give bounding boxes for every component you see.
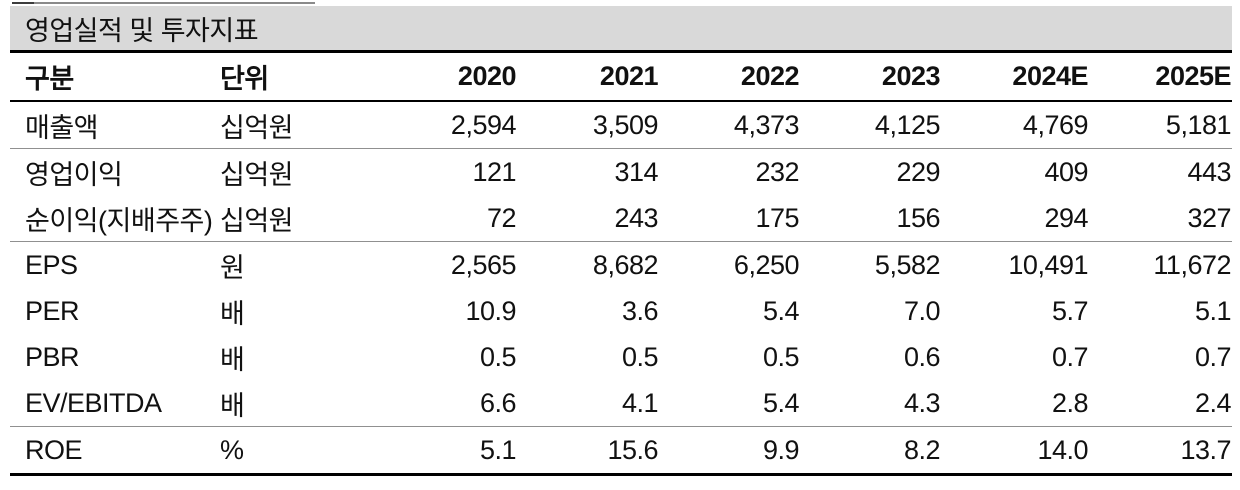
table-row: 순이익(지배주주) 십억원 72 243 175 156 294 327 xyxy=(10,195,1232,242)
row-value: 4,769 xyxy=(1022,109,1089,140)
row-value: 3,509 xyxy=(592,109,659,140)
row-value: 7.0 xyxy=(903,295,941,326)
row-value: 3.6 xyxy=(621,295,659,326)
table-row: ROE% 5.1 15.6 9.9 8.2 14.0 13.7 xyxy=(10,426,1232,476)
table-header: 구분 단위 2020 2021 2022 2023 2024E 2025E xyxy=(10,53,1232,102)
row-unit: 십억원 xyxy=(220,112,294,143)
row-value: 0.5 xyxy=(762,341,800,372)
column-header-unit: 단위 xyxy=(220,53,370,102)
table-title: 영업실적 및 투자지표 xyxy=(25,15,259,46)
table-row: 매출액 십억원 2,594 3,509 4,373 4,125 4,769 5,181 xyxy=(10,101,1232,149)
table-row: EV/EBITDA 배 6.6 4.1 5.4 4.3 2.8 2.4 xyxy=(10,380,1232,427)
row-unit: 배 xyxy=(220,344,245,375)
row-value: 5,582 xyxy=(800,241,941,288)
row-value: 2,565 xyxy=(370,241,517,288)
row-value: 5.4 xyxy=(762,387,800,418)
row-value: 5.7 xyxy=(1051,295,1089,326)
row-value: 11,672 xyxy=(1089,241,1232,288)
table-row: PER 배 10.9 3.6 5.4 7.0 5.7 5.1 xyxy=(10,288,1232,334)
row-value: 409 xyxy=(941,148,1089,195)
row-value: 6.6 xyxy=(479,387,517,418)
row-label: PBR xyxy=(25,341,80,372)
row-value: 4.1 xyxy=(621,387,659,418)
row-unit: 원 xyxy=(220,241,370,288)
row-value: 294 xyxy=(1044,202,1088,233)
row-value: 72 xyxy=(486,202,517,233)
row-value: 0.7 xyxy=(1194,341,1232,372)
row-label: 영업이익 xyxy=(10,148,220,195)
row-value: 229 xyxy=(800,148,941,195)
artifact-dark-segment xyxy=(12,2,34,4)
row-value: 443 xyxy=(1089,148,1232,195)
row-value: 0.7 xyxy=(1051,341,1089,372)
row-label: PER xyxy=(25,295,80,326)
row-label: EV/EBITDA xyxy=(25,387,162,418)
row-value: 175 xyxy=(755,202,799,233)
row-unit: 배 xyxy=(220,298,245,329)
row-value: 10.9 xyxy=(465,295,516,326)
table-body: 매출액 십억원 2,594 3,509 4,373 4,125 4,769 5,181 영업이익… xyxy=(10,101,1232,476)
row-value: 121 xyxy=(370,148,517,195)
table-row: 영업이익 십억원 121 314 232 229 409 443 xyxy=(10,148,1232,195)
column-header-2021: 2021 xyxy=(517,53,659,102)
column-header-2024e: 2024E xyxy=(941,53,1089,102)
column-header-2025e: 2025E xyxy=(1089,53,1232,102)
table-header-row: 구분 단위 2020 2021 2022 2023 2024E 2025E xyxy=(10,53,1232,102)
row-unit: 십억원 xyxy=(220,148,370,195)
column-header-2020: 2020 xyxy=(370,53,517,102)
row-value: 14.0 xyxy=(941,426,1089,476)
row-value: 5.1 xyxy=(370,426,517,476)
row-label: EPS xyxy=(10,241,220,288)
row-value: 6,250 xyxy=(659,241,800,288)
row-value: 4.3 xyxy=(903,387,941,418)
row-value: 8,682 xyxy=(517,241,659,288)
row-value: 5,181 xyxy=(1165,109,1232,140)
row-value: 243 xyxy=(614,202,658,233)
column-header-2022: 2022 xyxy=(659,53,800,102)
row-unit: % xyxy=(220,426,370,476)
row-value: 2.8 xyxy=(1051,387,1089,418)
row-value: 327 xyxy=(1187,202,1231,233)
table-row: PBR 배 0.5 0.5 0.5 0.6 0.7 0.7 xyxy=(10,334,1232,380)
row-value: 0.5 xyxy=(479,341,517,372)
row-value: 8.2 xyxy=(800,426,941,476)
row-label: ROE xyxy=(10,426,220,476)
row-value: 5.1 xyxy=(1194,295,1232,326)
cropped-content-artifact xyxy=(12,2,315,4)
row-value: 15.6 xyxy=(517,426,659,476)
row-value: 232 xyxy=(659,148,800,195)
column-header-2023: 2023 xyxy=(800,53,941,102)
table-row: EPS 원 2,565 8,682 6,250 5,582 10,491 11,672 xyxy=(10,241,1232,288)
row-value: 0.6 xyxy=(903,341,941,372)
column-header-category: 구분 xyxy=(10,53,220,102)
row-unit: 배 xyxy=(220,390,245,421)
row-value: 9.9 xyxy=(659,426,800,476)
table-title-bar: 영업실적 및 투자지표 xyxy=(10,6,1232,53)
row-value: 5.4 xyxy=(762,295,800,326)
row-value: 156 xyxy=(896,202,940,233)
row-value: 10,491 xyxy=(941,241,1089,288)
row-value: 0.5 xyxy=(621,341,659,372)
row-label: 순이익(지배주주) xyxy=(25,205,213,236)
row-value: 4,373 xyxy=(733,109,800,140)
row-label: 매출액 xyxy=(25,112,99,143)
row-value: 2.4 xyxy=(1194,387,1232,418)
row-value: 2,594 xyxy=(450,109,517,140)
row-value: 4,125 xyxy=(874,109,941,140)
row-value: 314 xyxy=(517,148,659,195)
financials-table: 구분 단위 2020 2021 2022 2023 2024E 2025E 매출… xyxy=(10,53,1232,476)
row-unit: 십억원 xyxy=(220,205,294,236)
row-value: 13.7 xyxy=(1089,426,1232,476)
